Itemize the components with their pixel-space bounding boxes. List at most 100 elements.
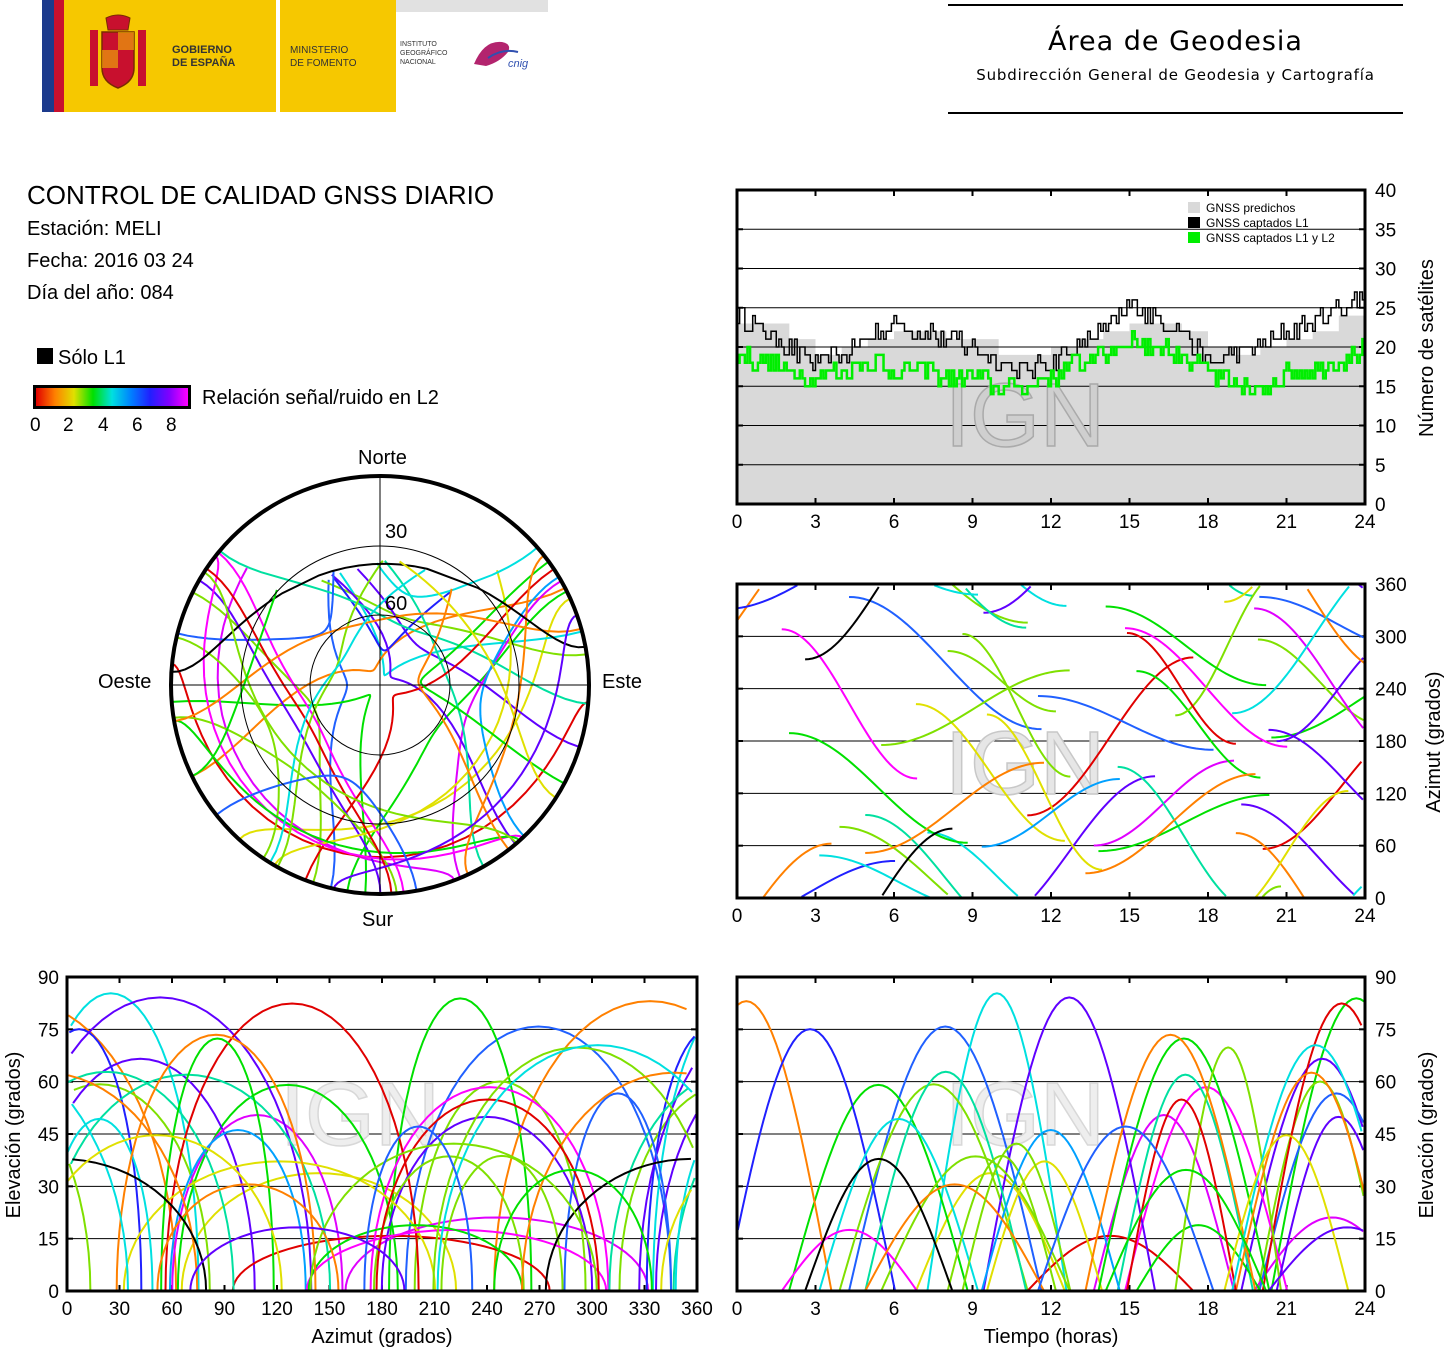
watermark: IGN bbox=[280, 1065, 440, 1165]
y-tick-label: 30 bbox=[1375, 260, 1396, 281]
azimuth-track bbox=[962, 632, 1071, 778]
elev-az-xlabel: Azimut (grados) bbox=[311, 1326, 452, 1348]
x-tick-label: 12 bbox=[1040, 512, 1061, 533]
y-tick-label: 15 bbox=[1375, 377, 1396, 398]
x-tick-label: 30 bbox=[109, 1299, 130, 1320]
legend-predicted: GNSS predichos bbox=[1206, 201, 1295, 215]
satcount-grid bbox=[736, 189, 1366, 505]
satcount-ticks: 0 5 10 15 20 25 30 35 40 0 3 6 9 12 15 18 21 24 bbox=[732, 181, 1396, 533]
elevation-track bbox=[818, 1117, 979, 1292]
area-header: Área de Geodesia Subdirección General de… bbox=[948, 4, 1403, 114]
y-tick-label: 60 bbox=[38, 1073, 59, 1094]
azimuth-track bbox=[788, 732, 968, 844]
x-tick-label: 6 bbox=[889, 906, 900, 927]
azimuth-ticks: 0 60 120 180 240 300 360 0 3 6 9 12 15 18 21 24 bbox=[732, 575, 1407, 927]
sky-track bbox=[203, 571, 518, 844]
elevation-track bbox=[1223, 1134, 1350, 1292]
azimuth-track bbox=[1126, 631, 1236, 745]
azimuth-track bbox=[1117, 584, 1254, 897]
azimuth-track bbox=[848, 595, 1042, 731]
x-tick-label: 15 bbox=[1119, 512, 1140, 533]
elev-az-ylabel: Elevación (grados) bbox=[3, 1052, 25, 1219]
elev-az-track bbox=[122, 1160, 437, 1292]
elev-az-track bbox=[375, 1098, 600, 1292]
elev-time-xlabel: Tiempo (horas) bbox=[984, 1326, 1119, 1348]
legend-l1l2: GNSS captados L1 y L2 bbox=[1206, 231, 1335, 245]
elev-az-track bbox=[164, 1002, 420, 1292]
x-tick-label: 330 bbox=[629, 1299, 661, 1320]
azimuth-time-chart: IGN 0 60 120 180 240 300 360 0 3 6 9 12 15 18 21 24 Azi… bbox=[732, 575, 1445, 927]
azimuth-track bbox=[1259, 595, 1364, 639]
x-tick-label: 24 bbox=[1354, 906, 1376, 927]
elev-az-tracks bbox=[66, 992, 697, 1292]
elevation-track bbox=[926, 992, 1068, 1292]
elev-az-track bbox=[404, 1025, 673, 1292]
elev-az-track bbox=[71, 1044, 693, 1292]
y-tick-label: 45 bbox=[1375, 1125, 1396, 1146]
x-tick-label: 90 bbox=[214, 1299, 235, 1320]
elev-time-frame bbox=[735, 975, 1367, 1293]
x-tick-label: 270 bbox=[524, 1299, 556, 1320]
elevation-track bbox=[1116, 1073, 1255, 1292]
azimuth-track bbox=[1254, 607, 1364, 729]
sky-track bbox=[171, 693, 372, 894]
x-tick-label: 0 bbox=[732, 512, 743, 533]
elev-az-track bbox=[70, 992, 696, 1292]
sky-track bbox=[171, 562, 586, 673]
azimuth-track bbox=[1037, 695, 1214, 751]
x-tick-label: 240 bbox=[471, 1299, 503, 1320]
y-tick-label: 5 bbox=[1375, 456, 1386, 477]
elev-az-ticks: 0 15 30 45 60 75 90 0 30 60 90 120 150 180 210 240 270 30… bbox=[38, 968, 713, 1320]
y-tick-label: 75 bbox=[1375, 1020, 1396, 1041]
y-tick-label: 10 bbox=[1375, 417, 1396, 438]
skyplot-chart: Norte Sur Oeste Este 30 60 bbox=[98, 447, 642, 931]
gov-text: GOBIERNO DE ESPAÑA bbox=[172, 44, 236, 69]
series-l1-line bbox=[737, 291, 1365, 380]
y-tick-label: 45 bbox=[38, 1125, 59, 1146]
azimuth-frame bbox=[735, 582, 1367, 900]
ministry-panel: MINISTERIO DE FOMENTO bbox=[278, 0, 398, 112]
sky-track bbox=[346, 590, 568, 892]
elev-time-ylabel: Elevación (grados) bbox=[1416, 1052, 1438, 1219]
x-tick-label: 0 bbox=[732, 906, 743, 927]
sky-track bbox=[176, 636, 280, 859]
elev-az-track bbox=[369, 1086, 610, 1292]
ign-text: INSTITUTO GEOGRÁFICO NACIONAL bbox=[400, 41, 448, 66]
elevation-azimuth-chart: IGN 0 15 30 45 60 75 90 0 30 60 90 120 150 180 210 240 2… bbox=[3, 968, 713, 1348]
predicted-area-path bbox=[737, 307, 1365, 504]
flag-blue-strip bbox=[42, 0, 54, 112]
satcount-ylabel: Número de satélites bbox=[1416, 259, 1438, 437]
satcount-lines bbox=[737, 291, 1365, 396]
satcount-legend: GNSS predichos GNSS captados L1 GNSS cap… bbox=[1188, 201, 1335, 245]
x-tick-label: 210 bbox=[419, 1299, 451, 1320]
area-subtitle: Subdirección General de Geodesia y Carto… bbox=[976, 66, 1375, 84]
y-tick-label: 15 bbox=[38, 1230, 59, 1251]
azimuth-track bbox=[1268, 728, 1364, 801]
x-tick-label: 18 bbox=[1197, 906, 1218, 927]
elev-az-track bbox=[189, 1226, 406, 1292]
azimuth-track bbox=[983, 585, 1156, 897]
y-tick-label: 75 bbox=[38, 1020, 59, 1041]
x-tick-label: 3 bbox=[810, 512, 821, 533]
elev-az-track bbox=[115, 1033, 317, 1292]
y-tick-label: 90 bbox=[38, 968, 59, 989]
x-tick-label: 9 bbox=[967, 512, 978, 533]
x-tick-label: 0 bbox=[62, 1299, 73, 1320]
x-tick-label: 360 bbox=[681, 1299, 713, 1320]
skyplot-grid bbox=[170, 475, 590, 895]
azimuth-track bbox=[915, 703, 1065, 842]
y-tick-label: 35 bbox=[1375, 220, 1396, 241]
predicted-area bbox=[737, 307, 1365, 504]
elevation-track bbox=[1037, 1125, 1215, 1292]
ign-top-bar bbox=[396, 0, 548, 12]
elev-az-track bbox=[388, 997, 533, 1292]
legend-l1: GNSS captados L1 bbox=[1206, 216, 1309, 230]
series-l1l2-line bbox=[737, 330, 1365, 396]
label-east: Este bbox=[602, 671, 642, 693]
elev-time-ticks: 0 15 30 45 60 75 90 0 3 6 9 12 15 18 21 24 bbox=[732, 968, 1396, 1320]
elevation-track bbox=[780, 1228, 918, 1292]
label-north: Norte bbox=[358, 447, 407, 469]
azimuth-track bbox=[1271, 695, 1366, 739]
elevation-track bbox=[1097, 1037, 1271, 1292]
azimuth-track bbox=[1224, 586, 1349, 899]
